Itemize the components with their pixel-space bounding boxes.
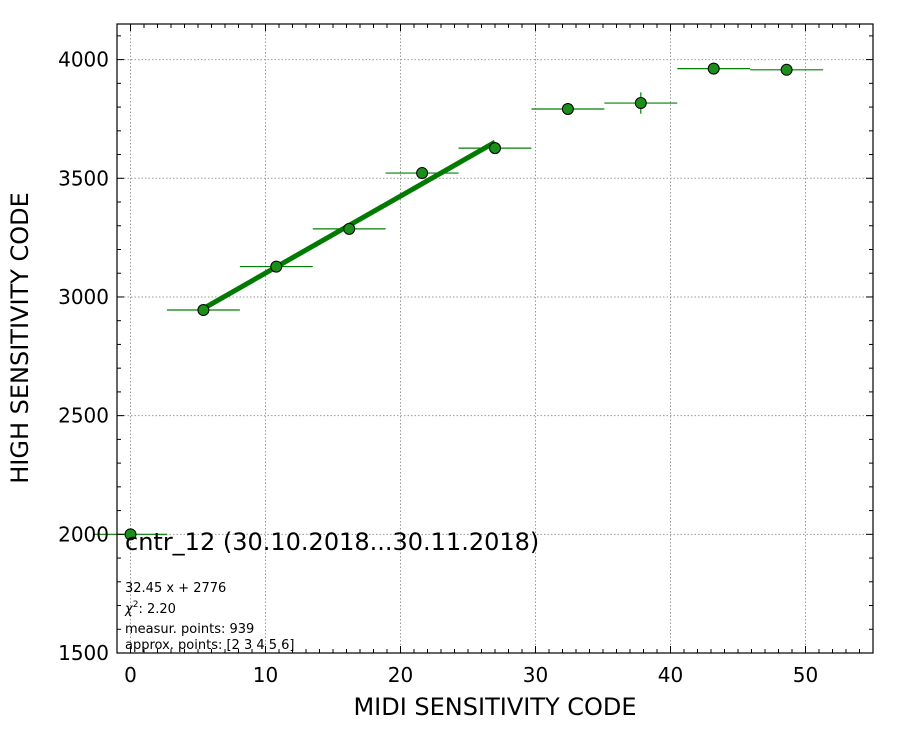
x-tick-label: 40 bbox=[658, 663, 683, 687]
y-tick-label: 3000 bbox=[58, 285, 109, 309]
data-point bbox=[124, 528, 137, 541]
data-point bbox=[343, 222, 356, 235]
x-tick-label: 0 bbox=[124, 663, 137, 687]
data-point bbox=[707, 62, 720, 75]
data-point bbox=[780, 63, 793, 76]
x-axis-title: MIDI SENSITIVITY CODE bbox=[353, 693, 636, 721]
x-tick-label: 10 bbox=[253, 663, 278, 687]
y-tick-label: 1500 bbox=[58, 641, 109, 665]
annotation-title: cntr_12 (30.10.2018...30.11.2018) bbox=[125, 528, 539, 556]
fit-equation: 32.45 x + 2776 bbox=[125, 581, 226, 596]
chi2-symbol: χ bbox=[124, 602, 134, 617]
data-points bbox=[124, 62, 793, 541]
x-tick-label: 50 bbox=[793, 663, 818, 687]
y-tick-label: 3500 bbox=[58, 166, 109, 190]
data-point bbox=[270, 260, 283, 273]
y-tick-label: 4000 bbox=[58, 48, 109, 72]
measured-points: measur. points: 939 bbox=[125, 622, 254, 637]
y-tick-label: 2500 bbox=[58, 404, 109, 428]
plot-background bbox=[117, 24, 873, 653]
axis-ticks: 0 10 20 30 40 50 1500 2000 2500 3000 3500 4000 bbox=[58, 24, 874, 687]
plot-frame bbox=[116, 23, 874, 654]
y-tick-label: 2000 bbox=[58, 522, 109, 546]
x-tick-label: 30 bbox=[523, 663, 548, 687]
data-point bbox=[561, 102, 574, 115]
data-point bbox=[489, 142, 501, 155]
data-point bbox=[416, 167, 429, 180]
chi2-superscript: 2 bbox=[133, 600, 139, 610]
chi2-text: χ2: 2.20 bbox=[124, 600, 176, 617]
approx-points: approx. points: [2 3 4 5 6] bbox=[125, 638, 295, 653]
annotation: cntr_12 (30.10.2018...30.11.2018) 32.45 … bbox=[124, 528, 539, 653]
y-axis-title: HIGH SENSITIVITY CODE bbox=[6, 192, 34, 484]
x-tick-label: 20 bbox=[388, 663, 413, 687]
data-point bbox=[634, 97, 647, 110]
data-point bbox=[197, 304, 210, 317]
chi2-value: : 2.20 bbox=[138, 602, 175, 617]
